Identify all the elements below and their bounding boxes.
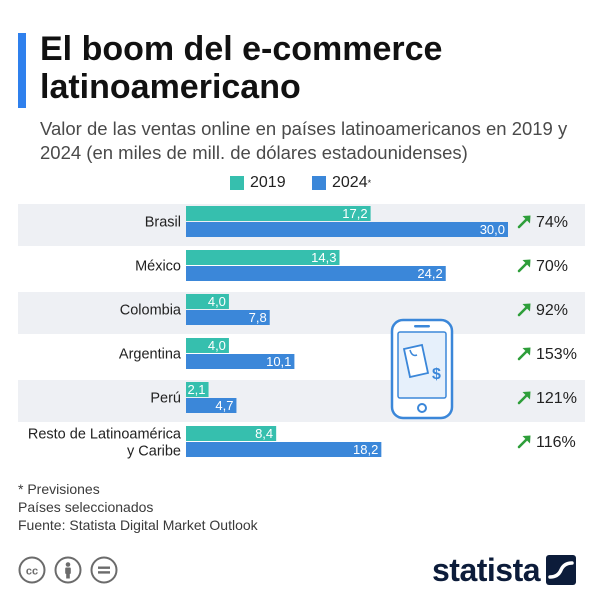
growth-arrowhead-icon-mexico bbox=[522, 259, 531, 268]
bar-chart: Brasil 17,2 30,0 74% México 14,3 24,2 70% Colomb… bbox=[18, 204, 585, 460]
svg-text:$: $ bbox=[432, 366, 441, 383]
title-accent-bar bbox=[18, 33, 26, 108]
selection-note: Países seleccionados bbox=[18, 499, 154, 515]
forecast-note: * Previsiones bbox=[18, 481, 100, 497]
legend-label-2024: 2024 bbox=[332, 174, 368, 191]
category-label-mexico: México bbox=[135, 259, 181, 275]
bar-mexico-2024 bbox=[186, 266, 446, 281]
category-label-resto-line2: y Caribe bbox=[127, 444, 181, 460]
bar-colombia-2024 bbox=[186, 310, 270, 325]
row-background-peru bbox=[18, 380, 585, 422]
row-background-colombia bbox=[18, 292, 585, 334]
growth-value-peru: 121% bbox=[536, 390, 577, 407]
data-label-mexico-2024: 24,2 bbox=[417, 266, 442, 281]
data-label-peru-2019: 2,1 bbox=[187, 382, 205, 397]
data-label-brasil-2019: 17,2 bbox=[342, 206, 367, 221]
data-label-brasil-2024: 30,0 bbox=[480, 222, 505, 237]
license-icons: cc bbox=[18, 556, 118, 584]
legend-swatch-2019 bbox=[230, 176, 244, 190]
logo-text: statista bbox=[432, 552, 541, 588]
growth-arrowhead-icon-colombia bbox=[522, 303, 531, 312]
growth-value-colombia: 92% bbox=[536, 302, 568, 319]
legend-item-2019: 2019 bbox=[230, 174, 286, 192]
chart-title: El boom del e-commerce latinoamericano bbox=[40, 30, 443, 106]
statista-logo-mark-icon bbox=[546, 555, 577, 585]
growth-value-argentina: 153% bbox=[536, 346, 577, 363]
statista-logo[interactable]: statista bbox=[432, 552, 577, 588]
data-label-mexico-2019: 14,3 bbox=[311, 250, 336, 265]
bar-mexico-2019 bbox=[186, 250, 340, 265]
category-label-brasil: Brasil bbox=[145, 215, 181, 231]
growth-arrowhead-icon-argentina bbox=[522, 347, 531, 356]
growth-arrowhead-icon-brasil bbox=[522, 215, 531, 224]
legend-forecast-mark: * bbox=[367, 178, 372, 188]
bar-brasil-2024 bbox=[186, 222, 508, 237]
growth-value-brasil: 74% bbox=[536, 214, 568, 231]
data-label-resto-2019: 8,4 bbox=[255, 426, 273, 441]
bar-peru-2024 bbox=[186, 398, 237, 413]
bar-peru-2019 bbox=[186, 382, 209, 397]
growth-value-mexico: 70% bbox=[536, 258, 568, 275]
svg-text:cc: cc bbox=[26, 566, 38, 578]
growth-arrowhead-icon-peru bbox=[522, 391, 531, 400]
bar-argentina-2019 bbox=[186, 338, 229, 353]
bar-resto-2024 bbox=[186, 442, 382, 457]
source-note: Fuente: Statista Digital Market Outlook bbox=[18, 517, 258, 533]
category-label-resto-line1: Resto de Latinoamérica bbox=[28, 427, 182, 443]
data-label-colombia-2019: 4,0 bbox=[208, 294, 226, 309]
data-label-peru-2024: 4,7 bbox=[215, 398, 233, 413]
bar-argentina-2024 bbox=[186, 354, 295, 369]
data-label-resto-2024: 18,2 bbox=[353, 442, 378, 457]
data-label-argentina-2019: 4,0 bbox=[208, 338, 226, 353]
data-label-colombia-2024: 7,8 bbox=[249, 310, 267, 325]
nd-icon[interactable] bbox=[90, 556, 118, 584]
bar-colombia-2019 bbox=[186, 294, 229, 309]
legend-label-2019: 2019 bbox=[250, 174, 286, 191]
legend-swatch-2024 bbox=[312, 176, 326, 190]
data-label-argentina-2024: 10,1 bbox=[266, 354, 291, 369]
chart-subtitle: Valor de las ventas online en países lat… bbox=[40, 118, 568, 163]
legend: 2019 2024 * bbox=[0, 174, 603, 194]
bar-resto-2019 bbox=[186, 426, 277, 441]
smartphone-shopping-icon: $ bbox=[390, 318, 454, 420]
legend-item-2024: 2024 * bbox=[312, 174, 371, 192]
by-icon[interactable] bbox=[54, 556, 82, 584]
cc-icon[interactable]: cc bbox=[18, 556, 46, 584]
bar-brasil-2019 bbox=[186, 206, 371, 221]
growth-arrowhead-icon-resto bbox=[522, 435, 531, 444]
category-label-argentina: Argentina bbox=[119, 347, 182, 363]
category-label-colombia: Colombia bbox=[120, 303, 182, 319]
footer-notes: * Previsiones Países seleccionados Fuent… bbox=[18, 480, 258, 534]
category-label-peru: Perú bbox=[150, 391, 181, 407]
growth-value-resto: 116% bbox=[536, 434, 576, 451]
